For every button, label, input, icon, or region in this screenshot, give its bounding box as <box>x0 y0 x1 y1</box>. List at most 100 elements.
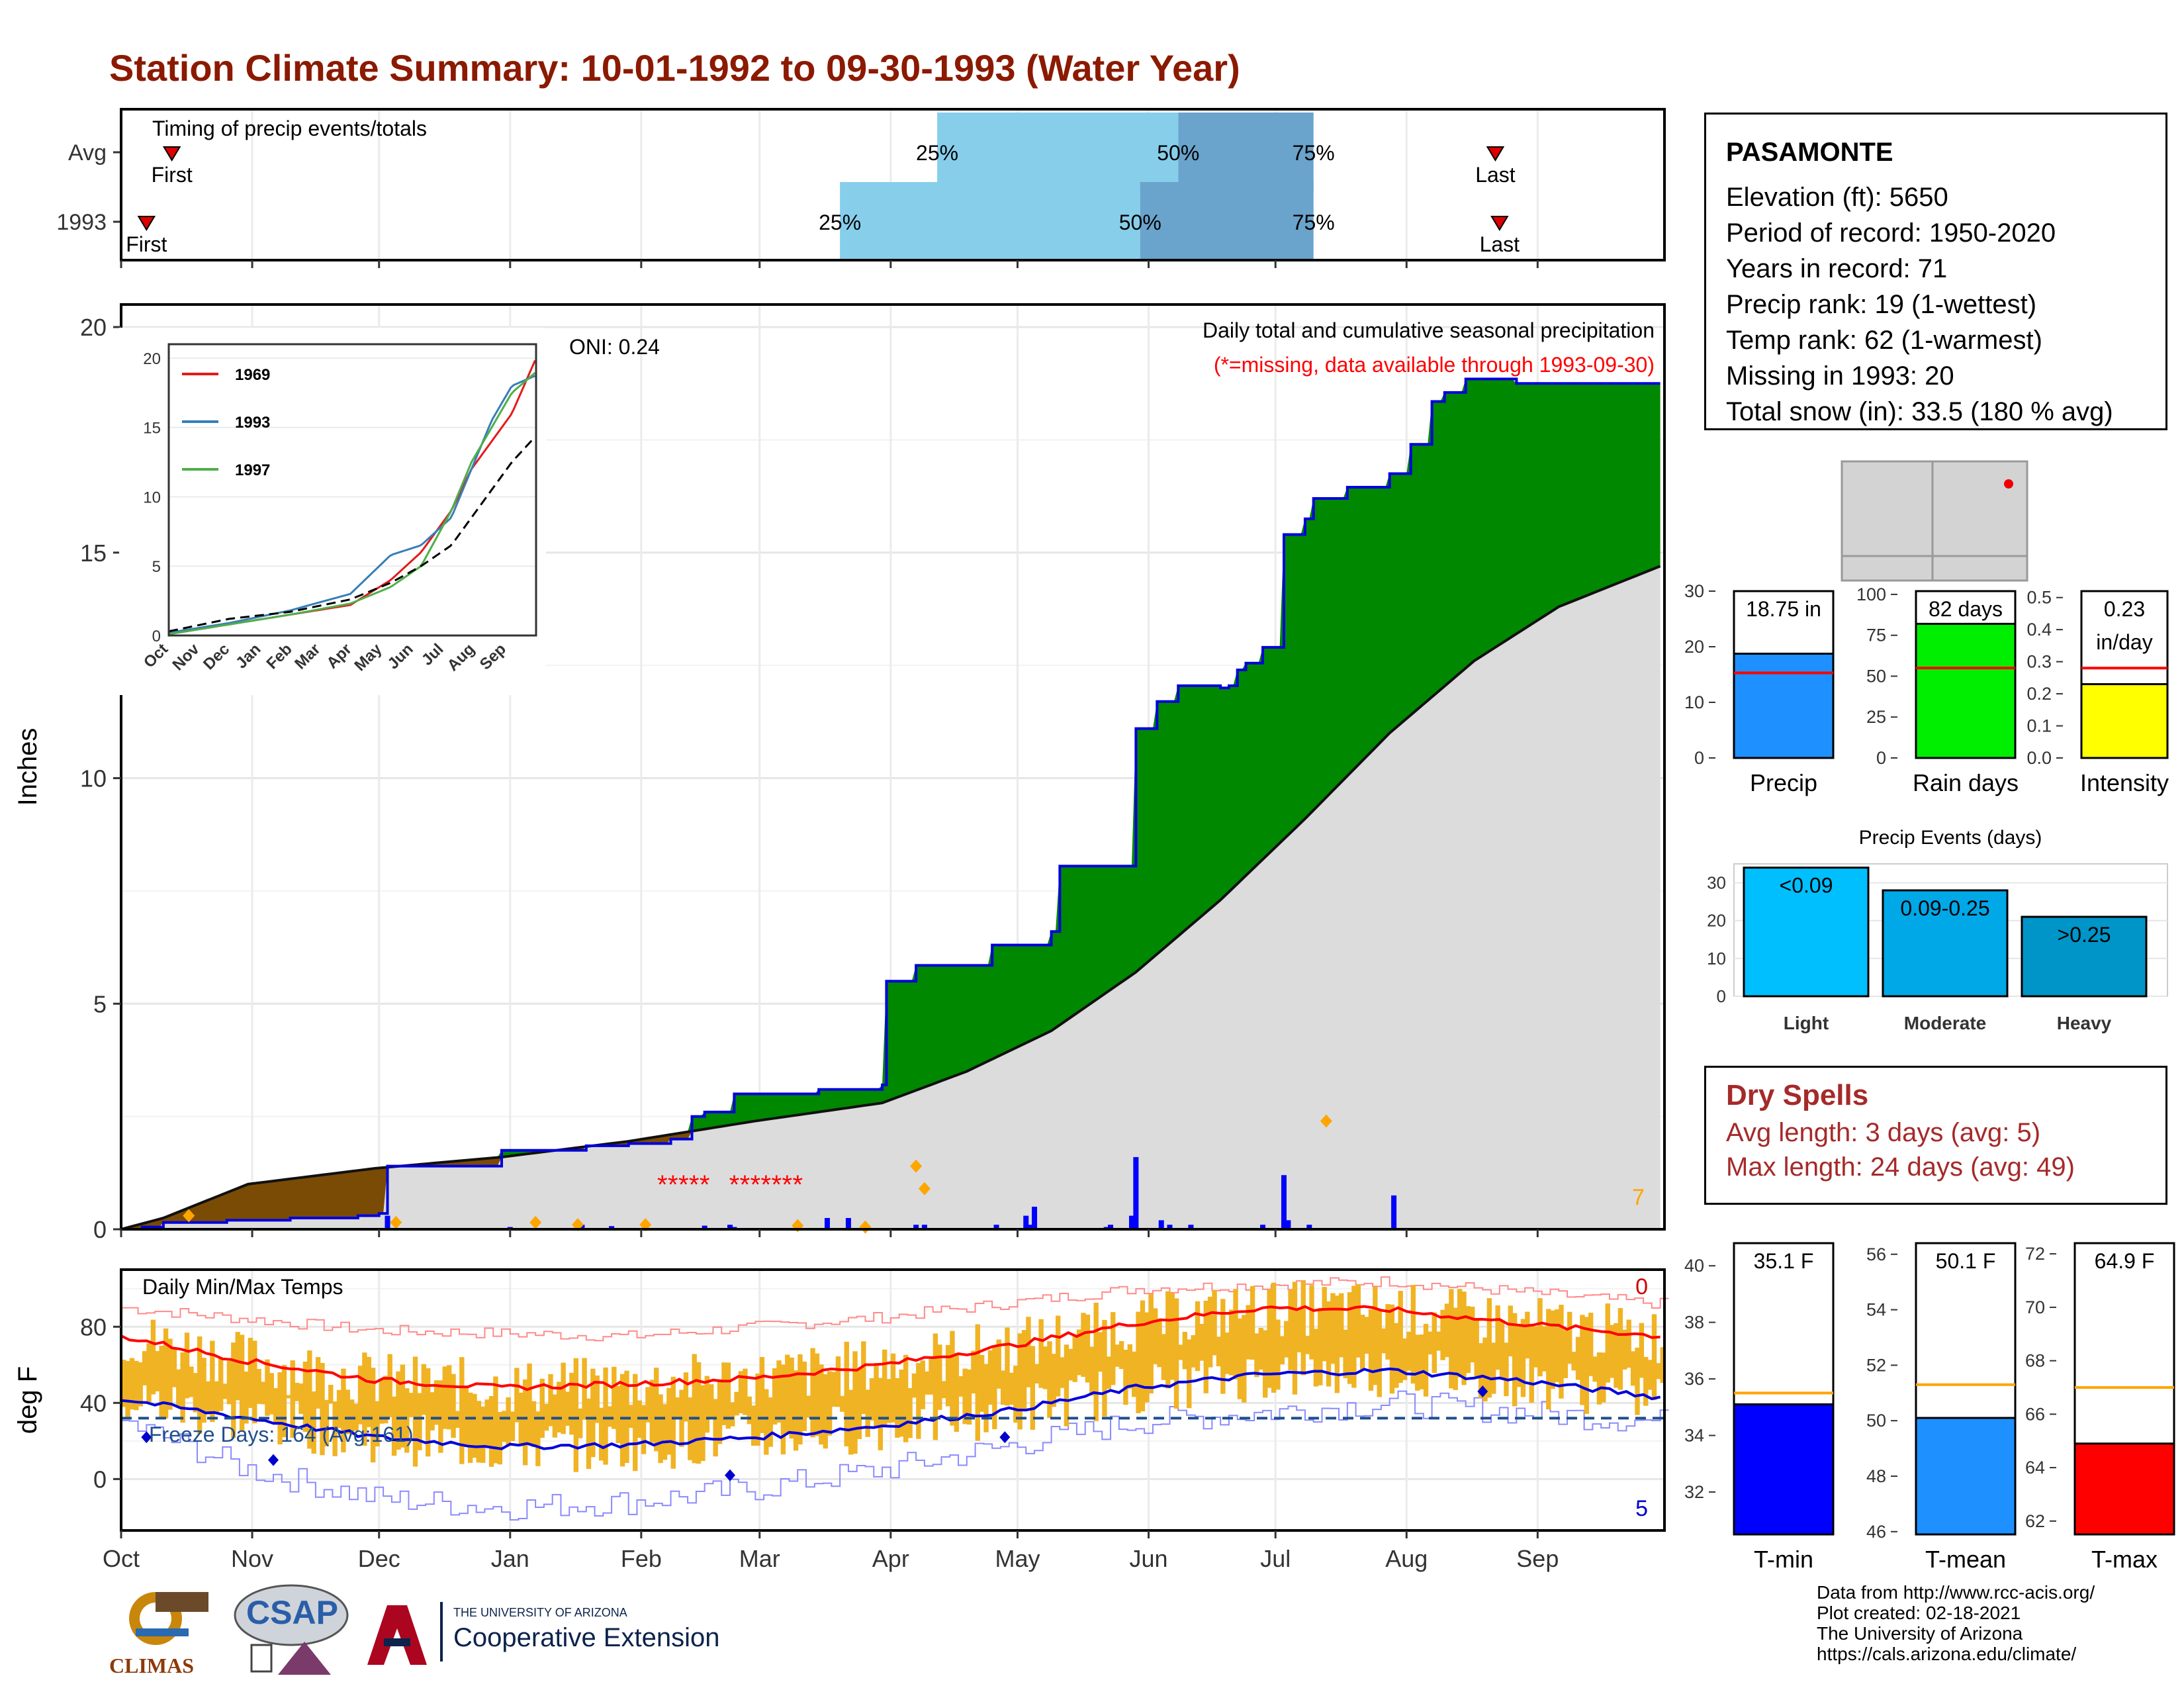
daily-precip-bar <box>1032 1206 1038 1229</box>
daily-temp-bar <box>1102 1320 1107 1417</box>
daily-temp-bar <box>1419 1334 1424 1389</box>
daily-temp-bar <box>252 1340 257 1424</box>
precip-events-title: Precip Events (days) <box>1859 827 2042 849</box>
daily-temp-bar <box>379 1380 385 1424</box>
daily-temp-bar <box>590 1368 596 1458</box>
daily-temp-bar <box>772 1368 778 1425</box>
observed-cumulative-line <box>121 377 1661 1231</box>
tmax-tick-label: 68 <box>2025 1351 2045 1371</box>
precip-event-bar <box>1743 867 1870 998</box>
footer-line: Data from http://www.rcc-acis.org/ <box>1817 1582 2095 1603</box>
daily-temp-bar <box>1330 1293 1336 1364</box>
y-tick-label: 10 <box>80 765 107 792</box>
daily-temp-bar <box>797 1354 803 1445</box>
daily-temp-bar <box>662 1404 668 1460</box>
timing-row-label: 1993 <box>56 210 107 235</box>
daily-temp-bar <box>1009 1372 1015 1405</box>
precip-tick-label: 30 <box>1684 581 1704 601</box>
daily-temp-bar <box>459 1357 465 1464</box>
daily-temp-bar <box>819 1364 824 1445</box>
daily-temp-bar <box>315 1357 321 1409</box>
daily-temp-bar <box>1000 1370 1006 1405</box>
daily-temp-bar <box>518 1392 523 1446</box>
daily-temp-bar <box>362 1352 367 1446</box>
daily-temp-bar <box>971 1350 976 1394</box>
daily-temp-bar <box>1292 1282 1298 1395</box>
month-label: Oct <box>103 1545 140 1572</box>
cold-count: 5 <box>1635 1496 1648 1521</box>
daily-temp-bar <box>1173 1298 1179 1409</box>
daily-temp-bar <box>717 1379 723 1444</box>
y-tick-label: 5 <box>93 990 107 1017</box>
daily-temp-bar <box>426 1368 431 1457</box>
inset-series-line <box>168 375 536 634</box>
daily-temp-bar <box>180 1352 185 1423</box>
tmin-tick-label: 32 <box>1684 1482 1704 1502</box>
daily-temp-bar <box>823 1374 828 1449</box>
daily-temp-bar <box>1428 1331 1433 1355</box>
daily-temp-bar <box>197 1336 203 1434</box>
climas-emblem <box>129 1592 208 1645</box>
daily-temp-bar <box>387 1354 392 1417</box>
daily-temp-bar <box>704 1376 710 1433</box>
daily-temp-bar <box>768 1397 773 1447</box>
footer-credits: Data from http://www.rcc-acis.org/ Plot … <box>1817 1582 2095 1664</box>
daily-temp-bar <box>1195 1301 1201 1372</box>
csap-logo: CSAP <box>232 1579 351 1685</box>
daily-temp-bar <box>446 1365 452 1430</box>
daily-temp-bar <box>780 1364 786 1455</box>
snow-marker <box>1320 1114 1332 1128</box>
daily-temp-bar <box>142 1351 148 1385</box>
daily-temp-bar <box>1377 1310 1382 1397</box>
month-label: Jun <box>1130 1545 1168 1572</box>
month-label: Nov <box>231 1545 273 1572</box>
daily-temp-bar <box>1449 1289 1454 1389</box>
daily-temp-bar <box>146 1343 152 1402</box>
timing-pct-label: 25% <box>916 141 958 165</box>
daily-temp-bar <box>962 1368 968 1425</box>
daily-temp-bar <box>167 1338 173 1410</box>
daily-temp-bar <box>1482 1337 1488 1402</box>
daily-temp-bar <box>1364 1317 1369 1354</box>
daily-temp-bar <box>1326 1301 1332 1387</box>
daily-temp-bar <box>404 1388 410 1453</box>
tmean-tick-label: 52 <box>1866 1355 1886 1375</box>
tmin-tick-label: 36 <box>1684 1369 1704 1389</box>
daily-temp-bar <box>789 1357 794 1439</box>
ua-extension-logo: THE UNIVERSITY OF ARIZONA Cooperative Ex… <box>361 1602 731 1675</box>
daily-temp-bar <box>1131 1351 1137 1397</box>
precip-tick-label: 10 <box>1684 692 1704 712</box>
daily-temp-bar <box>1347 1292 1353 1384</box>
precip-event-bar-label: <0.09 <box>1780 874 1833 898</box>
daily-temp-bar <box>966 1369 972 1425</box>
daily-temp-bar <box>1038 1319 1044 1388</box>
daily-precip-bar <box>579 1225 585 1229</box>
daily-temp-bar <box>1470 1306 1475 1363</box>
daily-temp-bar <box>1169 1293 1175 1380</box>
daily-temp-bar <box>569 1372 574 1435</box>
precip-event-bar <box>2021 915 2148 998</box>
snow-marker <box>918 1182 931 1196</box>
tmean-bar <box>1915 1417 2017 1536</box>
daily-temp-bar <box>341 1368 346 1453</box>
station-line: Total snow (in): 33.5 (180 % avg) <box>1726 397 2113 426</box>
daily-temp-bar <box>1373 1287 1378 1385</box>
daily-temp-bar <box>911 1373 917 1398</box>
tmin-tick-label: 38 <box>1684 1313 1704 1333</box>
timing-bar-q2 <box>1178 113 1314 192</box>
daily-temp-bar <box>1559 1305 1564 1399</box>
daily-temp-bar <box>924 1371 930 1395</box>
daily-temp-bar <box>1435 1331 1441 1351</box>
daily-temp-bar <box>286 1395 291 1399</box>
daily-temp-bar <box>1647 1360 1653 1390</box>
daily-precip-bar <box>993 1225 999 1229</box>
plot-frame <box>120 303 1666 1231</box>
daily-temp-bar <box>1504 1342 1509 1397</box>
missing-marker: * <box>729 1170 740 1199</box>
daily-temp-bar <box>438 1380 443 1453</box>
tmean-tick-label: 56 <box>1866 1244 1886 1264</box>
month-label: Apr <box>872 1545 909 1572</box>
timing-frame <box>120 108 1666 261</box>
daily-temp-bar <box>442 1366 447 1429</box>
daily-temp-bar <box>865 1389 870 1437</box>
